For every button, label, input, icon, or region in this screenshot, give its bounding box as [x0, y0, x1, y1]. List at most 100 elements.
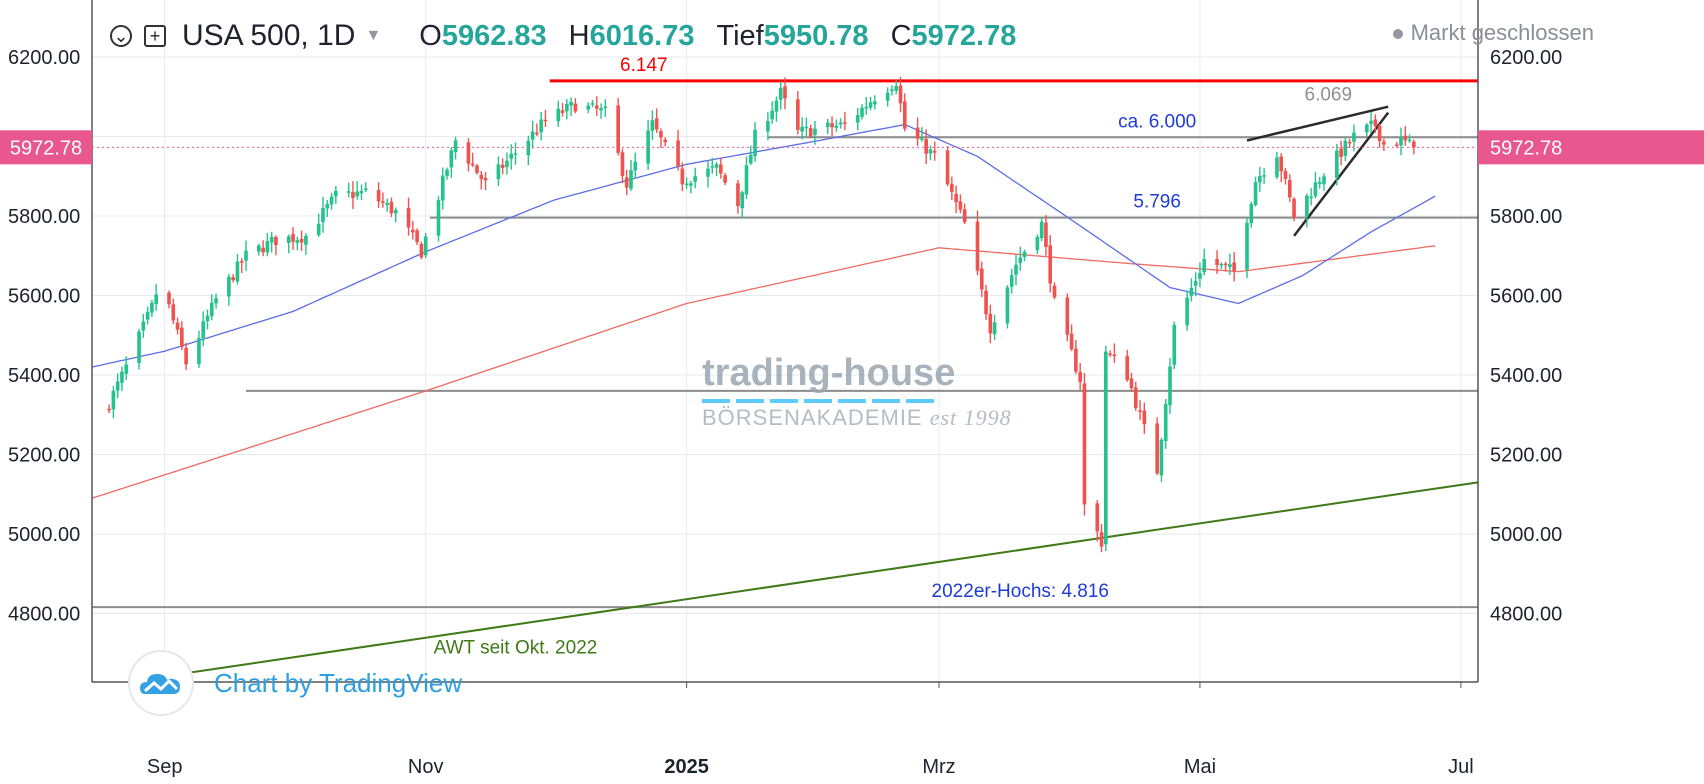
open-label: O — [419, 19, 442, 52]
ma200-line — [91, 245, 1436, 499]
candle-body — [1198, 272, 1202, 279]
candle-body — [299, 238, 304, 243]
candle-body — [680, 168, 685, 185]
candle-body — [813, 128, 817, 136]
candle-body — [1373, 119, 1378, 126]
tradingview-badge[interactable]: Chart by TradingView — [128, 650, 462, 716]
candle-body — [235, 261, 240, 282]
tradinghouse-watermark: trading-house BÖRSENAKADEMIE est 1998 — [702, 352, 1012, 431]
candle-body — [753, 129, 757, 157]
y-tick-label-right: 5400.00 — [1490, 365, 1562, 387]
candle-body — [1044, 222, 1048, 247]
trend-line — [185, 481, 1479, 675]
y-tick-label-right: 6200.00 — [1490, 47, 1562, 69]
candle-body — [1279, 156, 1284, 172]
candle-body — [376, 190, 381, 202]
candle-body — [535, 132, 539, 135]
candle-body — [334, 190, 338, 197]
candle-body — [389, 201, 394, 214]
candle-body — [509, 153, 514, 159]
candle-body — [406, 207, 411, 228]
candle-body — [800, 126, 804, 132]
candle-body — [950, 184, 954, 192]
candle-body — [624, 177, 629, 188]
candle-body — [766, 120, 770, 132]
candle-body — [1399, 136, 1403, 146]
candle-body — [316, 223, 321, 236]
candle-body — [124, 364, 129, 374]
chevron-circle-icon[interactable]: ⌄ — [110, 25, 132, 47]
candle-body — [440, 175, 445, 201]
annotation-labels: 6.147 ca. 6.000 5.796 2022er-Hochs: 4.816 AW… — [434, 55, 1352, 658]
x-tick-label: 2025 — [664, 756, 709, 778]
candle-body — [1313, 182, 1318, 197]
candle-body — [351, 192, 355, 198]
close-label: C — [890, 19, 912, 52]
candle-body — [453, 140, 458, 153]
candle-body — [684, 183, 689, 186]
candle-body — [629, 170, 633, 189]
candle-body — [1258, 176, 1262, 183]
candle-body — [984, 290, 988, 315]
last-price-label-right: 5972.78 — [1490, 137, 1562, 159]
candle-body — [1283, 171, 1288, 179]
candle-body — [1039, 221, 1044, 239]
candle-body — [543, 119, 548, 122]
candle-body — [898, 85, 903, 104]
y-tick-label-right: 5800.00 — [1490, 206, 1562, 228]
x-tick-label: Nov — [408, 756, 444, 778]
candle-body — [676, 140, 680, 167]
high-label: H — [568, 19, 590, 52]
candle-body — [530, 131, 535, 140]
plus-square-icon[interactable]: + — [144, 25, 166, 47]
candle-body — [1074, 348, 1078, 372]
candle-body — [744, 165, 749, 195]
candle-body — [295, 240, 300, 244]
candle-body — [586, 105, 591, 110]
candle-body — [526, 140, 531, 156]
candle-body — [804, 126, 809, 129]
candle-body — [274, 237, 278, 246]
wedge-top-label: 6.069 — [1305, 85, 1353, 106]
candle-body — [1168, 366, 1172, 406]
candle-body — [205, 315, 210, 322]
symbol-name[interactable]: USA 500, 1D — [182, 19, 356, 52]
y-tick-label-right: 4800.00 — [1490, 604, 1562, 626]
candle-body — [436, 200, 441, 236]
candle-body — [107, 408, 111, 411]
candle-body — [1382, 141, 1386, 145]
wedge-top-line — [1246, 105, 1389, 142]
candle-body — [445, 169, 449, 176]
candle-body — [885, 92, 890, 101]
candle-body — [1078, 372, 1082, 382]
candle-body — [1129, 378, 1134, 389]
candle-body — [1287, 180, 1292, 198]
candle-body — [954, 193, 958, 203]
candle-body — [1309, 196, 1313, 199]
candle-body — [770, 110, 774, 120]
candles — [107, 76, 1416, 553]
candle-body — [594, 105, 599, 109]
candle-body — [603, 106, 608, 108]
candle-body — [1142, 410, 1147, 425]
candle-body — [1159, 439, 1164, 476]
caret-down-icon[interactable]: ▼ — [365, 27, 382, 44]
candle-body — [988, 313, 993, 334]
candle-body — [209, 302, 214, 317]
candle-body — [1155, 423, 1159, 474]
x-tick-label: Jul — [1448, 756, 1474, 778]
candle-body — [663, 139, 668, 143]
watermark-est: est 1998 — [929, 405, 1012, 430]
candle-body — [304, 235, 308, 245]
candle-body — [924, 139, 928, 154]
moving-averages — [91, 123, 1436, 499]
resistance-label: 6.147 — [620, 55, 668, 76]
candle-body — [423, 236, 428, 256]
candle-body — [1339, 148, 1343, 157]
candle-body — [1065, 297, 1070, 335]
candle-body — [1347, 141, 1352, 144]
candle-body — [890, 89, 894, 92]
candle-body — [513, 153, 518, 155]
candle-body — [269, 236, 274, 243]
